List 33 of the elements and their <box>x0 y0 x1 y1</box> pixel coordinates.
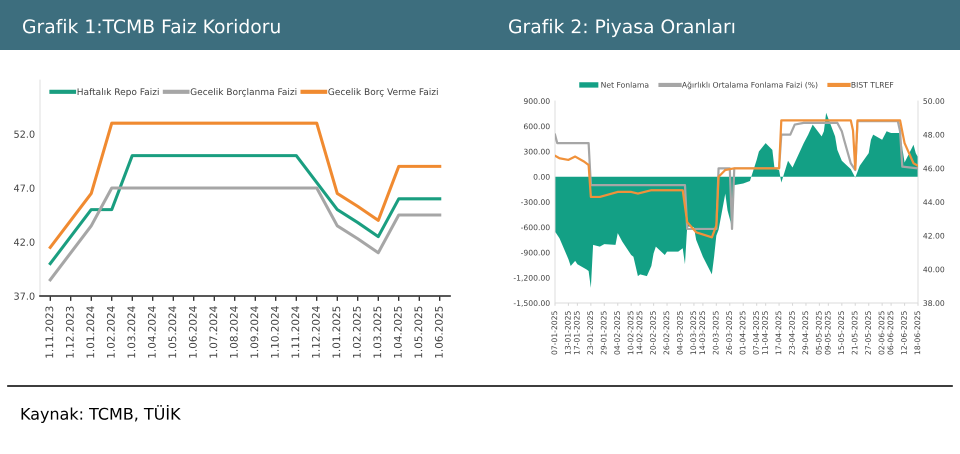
x-tick-label: 1.07.2024 <box>209 306 218 358</box>
legend-label: Gecelik Borç Verme Faizi <box>328 88 438 97</box>
chart-title: Grafik 1:TCMB Faiz Koridoru <box>23 18 280 34</box>
y-tick-label: 37.0 <box>14 292 34 300</box>
x-tick-label: 1.09.2024 <box>250 306 258 358</box>
line-series <box>48 186 442 282</box>
x-tick-label: 1.04.2024 <box>148 306 156 358</box>
chart-title: Grafik 2: Piyasa Oranları <box>509 18 734 38</box>
x-tick-label: 1.08.2024 <box>230 306 238 358</box>
legend-label: Gecelik Borçlanma Faizi <box>190 88 296 97</box>
y-tick-label: 47.0 <box>14 184 34 192</box>
x-tick-label: 1.03.2025 <box>373 306 382 358</box>
x-tick-label: 1.06.2024 <box>188 306 197 358</box>
x-tick-label: 1.12.2023 <box>66 306 74 358</box>
x-tick-label: 1.01.2024 <box>86 306 94 358</box>
text: Kaynak: TCMB, TÜİK <box>22 405 181 423</box>
line-series <box>48 154 442 266</box>
line-series <box>48 122 442 249</box>
x-tick-label: 1.01.2025 <box>332 306 340 358</box>
x-tick-label: 1.11.2024 <box>291 306 300 358</box>
x-tick-label: 1.03.2024 <box>127 306 136 358</box>
x-tick-label: 1.06.2025 <box>434 306 443 358</box>
x-tick-label: 1.11.2023 <box>45 306 54 358</box>
x-tick-label: 1.12.2024 <box>312 306 320 358</box>
x-tick-label: 1.05.2025 <box>414 306 422 358</box>
x-tick-label: 1.05.2024 <box>168 306 176 358</box>
x-tick-label: 1.02.2025 <box>352 306 361 358</box>
x-tick-label: 1.04.2025 <box>394 306 402 358</box>
legend-label: Haftalık Repo Faizi <box>78 88 159 97</box>
y-tick-label: 52.0 <box>14 130 34 138</box>
x-tick-label: 1.02.2024 <box>106 306 115 358</box>
x-tick-label: 1.10.2024 <box>270 306 279 358</box>
y-tick-label: 42.0 <box>14 238 34 246</box>
